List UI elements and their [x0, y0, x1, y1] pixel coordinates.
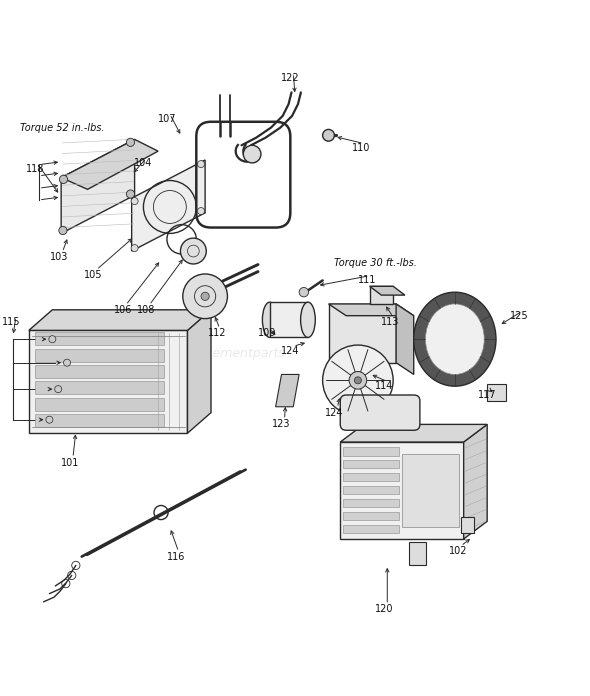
- Text: 104: 104: [135, 158, 153, 168]
- Bar: [35, 381, 164, 395]
- Text: 107: 107: [158, 114, 176, 124]
- Text: 110: 110: [352, 143, 370, 153]
- Ellipse shape: [425, 304, 484, 374]
- Bar: [343, 460, 399, 468]
- Polygon shape: [61, 139, 135, 233]
- Text: 123: 123: [272, 420, 291, 429]
- Bar: [35, 414, 164, 427]
- Bar: [343, 525, 399, 533]
- Circle shape: [126, 139, 135, 146]
- Text: 116: 116: [166, 552, 185, 562]
- Text: 113: 113: [381, 317, 399, 326]
- Polygon shape: [29, 331, 188, 433]
- Circle shape: [59, 226, 67, 235]
- Bar: [409, 542, 426, 565]
- Text: 109: 109: [258, 329, 276, 338]
- Text: 108: 108: [137, 305, 156, 315]
- Circle shape: [55, 386, 62, 393]
- Polygon shape: [329, 304, 414, 316]
- Text: 117: 117: [478, 390, 496, 400]
- FancyBboxPatch shape: [340, 395, 420, 430]
- Bar: [270, 302, 308, 338]
- Circle shape: [243, 145, 261, 163]
- Bar: [461, 516, 474, 533]
- Text: 120: 120: [375, 605, 394, 615]
- Text: 124: 124: [281, 346, 300, 356]
- Bar: [35, 332, 164, 345]
- Circle shape: [46, 416, 53, 423]
- Bar: [35, 398, 164, 411]
- Text: Torque 30 ft.-lbs.: Torque 30 ft.-lbs.: [335, 258, 417, 268]
- Circle shape: [198, 161, 205, 168]
- Bar: [343, 473, 399, 482]
- Circle shape: [198, 207, 205, 214]
- Polygon shape: [29, 310, 211, 331]
- Bar: [343, 512, 399, 520]
- Text: 101: 101: [61, 457, 79, 468]
- Ellipse shape: [263, 302, 277, 338]
- Text: Torque 52 in.-lbs.: Torque 52 in.-lbs.: [20, 122, 104, 133]
- Circle shape: [131, 198, 138, 205]
- Bar: [402, 454, 459, 528]
- Circle shape: [49, 335, 56, 342]
- Text: 105: 105: [84, 269, 103, 280]
- Polygon shape: [340, 425, 487, 442]
- Ellipse shape: [414, 292, 496, 386]
- Circle shape: [131, 244, 138, 252]
- Text: 125: 125: [510, 310, 529, 321]
- Bar: [487, 384, 506, 401]
- Polygon shape: [132, 160, 205, 251]
- Circle shape: [64, 359, 71, 366]
- Circle shape: [201, 292, 209, 301]
- Polygon shape: [329, 304, 396, 363]
- Ellipse shape: [300, 302, 315, 338]
- Circle shape: [299, 287, 309, 297]
- Bar: [343, 486, 399, 494]
- Circle shape: [126, 190, 135, 198]
- Text: 111: 111: [358, 276, 376, 285]
- Text: 122: 122: [281, 72, 300, 83]
- Polygon shape: [370, 286, 405, 295]
- Circle shape: [60, 175, 68, 184]
- Circle shape: [181, 238, 206, 264]
- Bar: [35, 365, 164, 378]
- Text: 118: 118: [25, 164, 44, 174]
- Bar: [343, 499, 399, 507]
- Text: 112: 112: [208, 329, 226, 338]
- Polygon shape: [464, 425, 487, 539]
- Polygon shape: [396, 304, 414, 374]
- Text: 103: 103: [50, 252, 68, 262]
- Polygon shape: [276, 374, 299, 406]
- Circle shape: [323, 129, 335, 141]
- Text: 106: 106: [114, 305, 132, 315]
- Text: 102: 102: [448, 546, 467, 555]
- Text: 114: 114: [375, 381, 394, 391]
- Circle shape: [323, 345, 393, 416]
- Text: ereplacementparts: ereplacementparts: [166, 347, 285, 361]
- Polygon shape: [340, 442, 464, 539]
- Polygon shape: [188, 310, 211, 433]
- Circle shape: [349, 372, 367, 389]
- Polygon shape: [370, 286, 393, 304]
- Text: 115: 115: [2, 317, 21, 326]
- Circle shape: [355, 377, 362, 384]
- Text: 124: 124: [325, 408, 343, 418]
- Bar: [35, 349, 164, 361]
- Bar: [343, 448, 399, 456]
- Circle shape: [183, 274, 228, 319]
- Polygon shape: [61, 139, 158, 189]
